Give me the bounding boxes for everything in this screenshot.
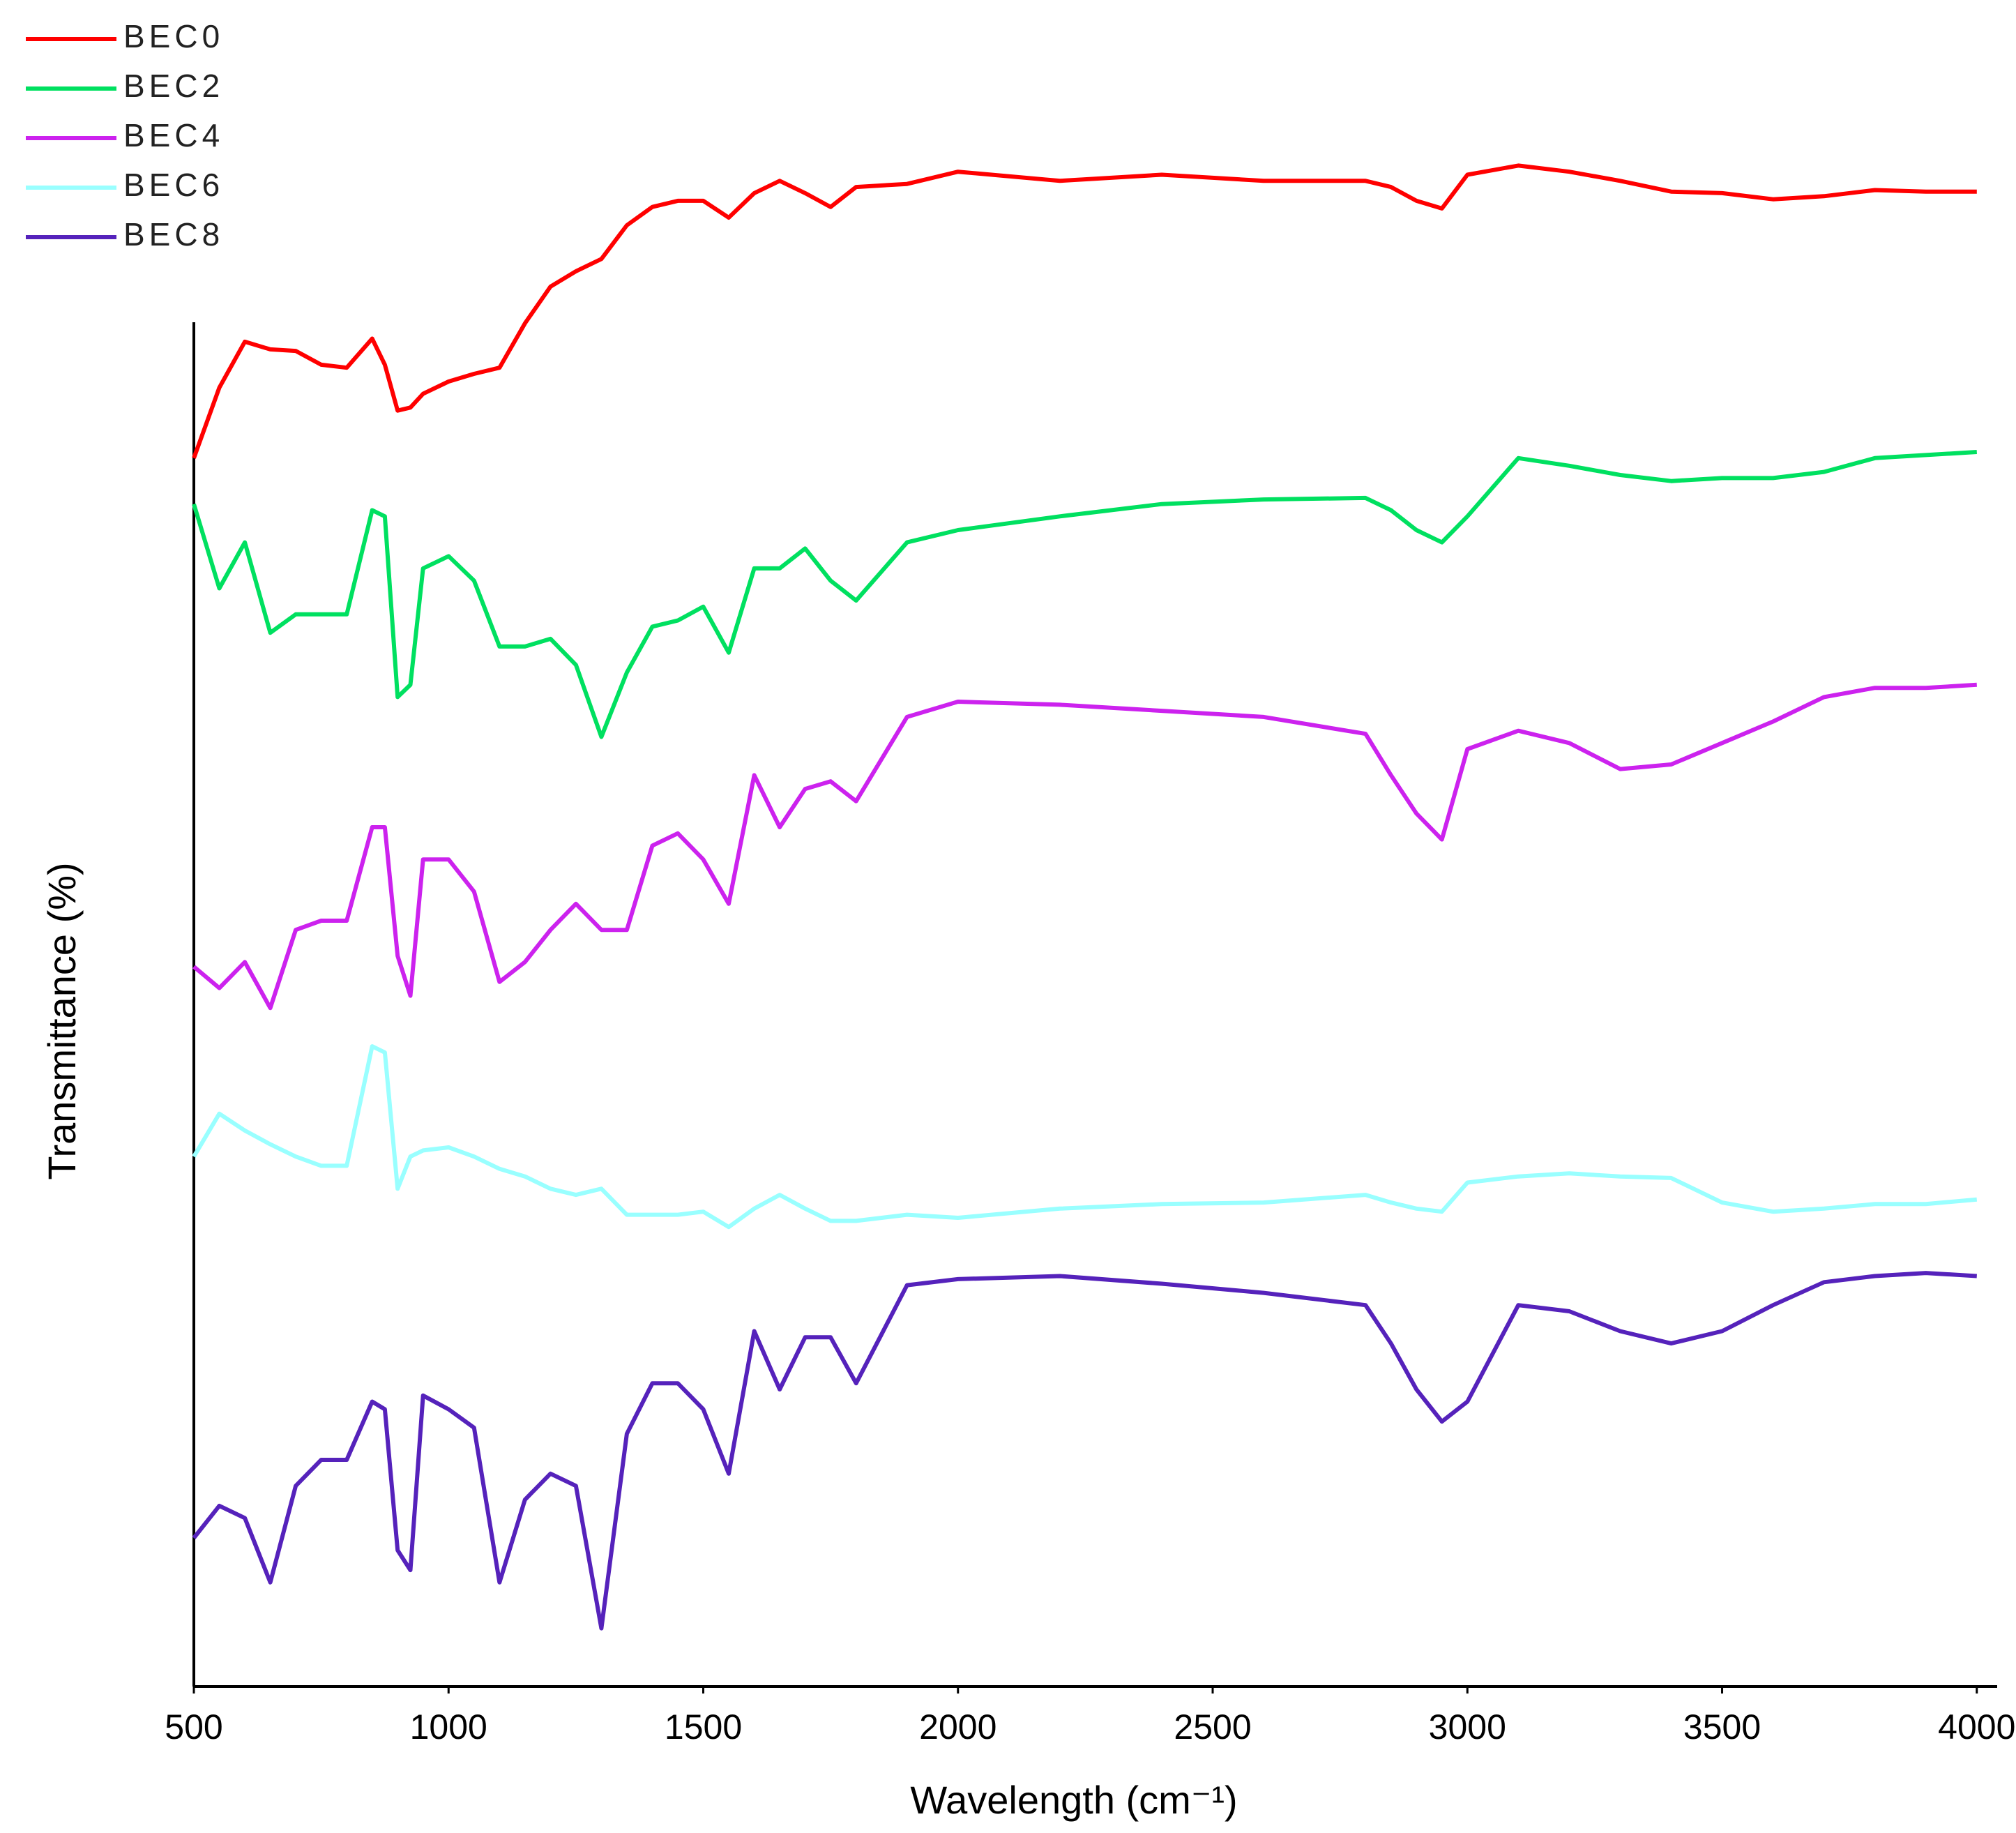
legend-label: BEC2 <box>123 68 224 104</box>
series-line <box>192 450 1977 739</box>
x-tick-label: 3000 <box>1429 1707 1506 1747</box>
x-tick-label: 4000 <box>1938 1707 2015 1747</box>
x-tick-label: 2500 <box>1174 1707 1251 1747</box>
x-tick-label: 3500 <box>1683 1707 1761 1747</box>
x-tick-label: 500 <box>165 1707 222 1747</box>
legend-label: BEC0 <box>123 18 224 54</box>
legend-label: BEC4 <box>123 117 224 153</box>
x-tick-label: 1000 <box>410 1707 487 1747</box>
x-axis-title: Wavelength (cm⁻¹) <box>910 1778 1237 1822</box>
legend-label: BEC6 <box>123 167 224 203</box>
series-line <box>192 682 1977 1011</box>
x-tick-label: 1500 <box>665 1707 742 1747</box>
series-line <box>192 1271 1977 1631</box>
legend-label: BEC8 <box>123 216 224 252</box>
y-axis-title: Transmittance (%) <box>40 862 84 1179</box>
x-tick-label: 2000 <box>919 1707 996 1747</box>
series-line <box>192 1044 1978 1230</box>
series-line <box>192 163 1977 459</box>
